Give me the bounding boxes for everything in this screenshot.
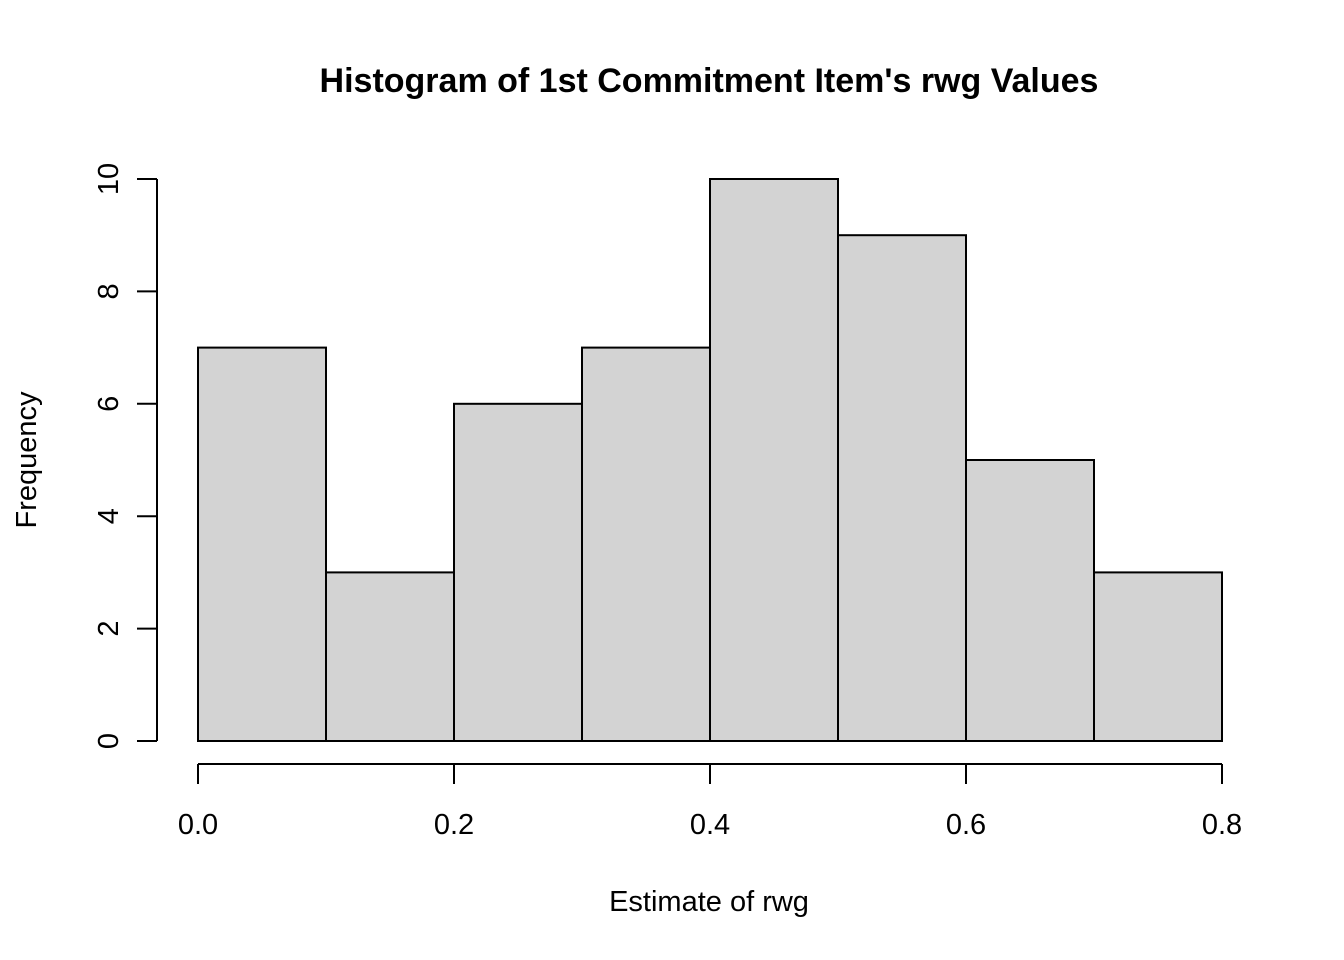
y-axis: 0 2 4 6 8 10 [93,163,158,749]
histogram-bar [581,346,711,742]
bars-group [197,178,1223,743]
histogram-bar [1093,571,1223,743]
x-tick-label: 0.8 [1202,809,1242,841]
x-tick-label: 0.0 [178,809,218,841]
histogram-bar [453,402,583,742]
histogram-bar [965,459,1095,742]
histogram-bar [197,346,327,742]
y-tick-label: 0 [93,733,125,749]
y-tick-label: 10 [93,163,125,195]
y-axis-label: Frequency [11,391,43,529]
y-tick-label: 4 [93,508,125,524]
y-tick-label: 8 [93,283,125,299]
histogram-bar [837,234,967,742]
y-tick-label: 6 [93,396,125,412]
y-tick-label: 2 [93,621,125,637]
x-tick-label: 0.2 [434,809,474,841]
x-axis: 0.0 0.2 0.4 0.6 0.8 [178,763,1242,841]
x-tick-label: 0.6 [946,809,986,841]
x-tick-label: 0.4 [690,809,730,841]
histogram-bar [325,571,455,743]
histogram-bar [709,178,839,742]
chart-title: Histogram of 1st Commitment Item's rwg V… [320,62,1099,100]
x-axis-label: Estimate of rwg [609,886,809,918]
